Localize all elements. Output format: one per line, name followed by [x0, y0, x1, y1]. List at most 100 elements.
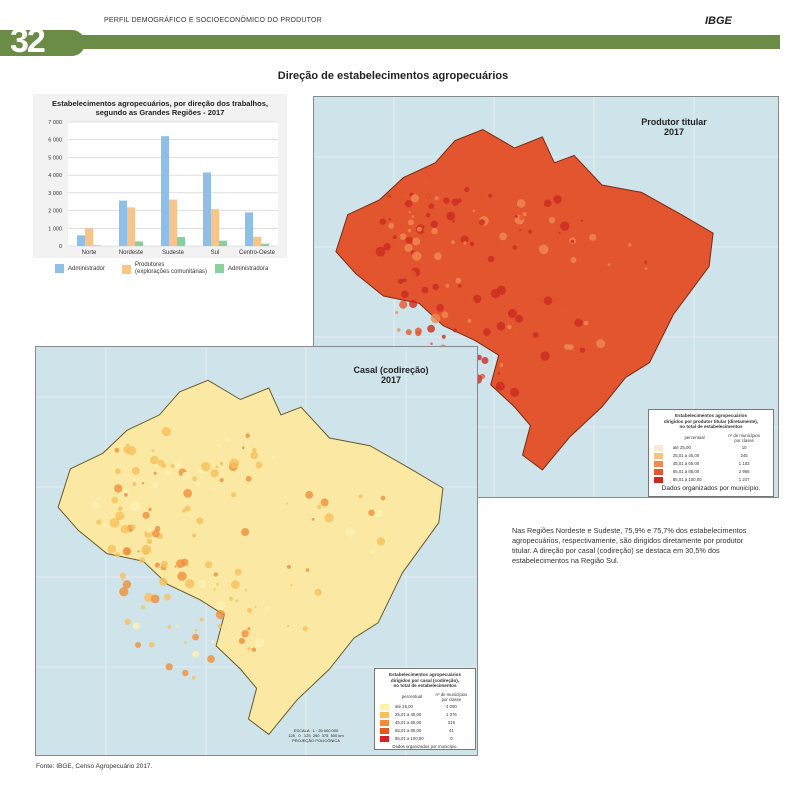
legend-swatch	[654, 460, 663, 467]
municipality-patch	[512, 245, 518, 250]
municipality-patch	[425, 212, 431, 218]
municipality-patch	[408, 270, 417, 279]
y-tick-label: 6 000	[48, 138, 62, 144]
municipality-patch	[235, 599, 239, 603]
bar-centro-oeste-2	[261, 243, 269, 246]
municipality-patch	[434, 196, 439, 201]
class-label: 65,01 a 85,00	[672, 469, 700, 474]
legend-class: até 25,00 4 000	[378, 703, 472, 711]
municipality-patch	[220, 472, 224, 476]
municipality-patch	[170, 463, 175, 468]
municipality-patch	[395, 311, 399, 314]
municipality-patch	[543, 296, 553, 306]
municipality-patch	[157, 459, 165, 467]
municipality-patch	[166, 470, 170, 475]
class-count: 2 966	[738, 469, 750, 474]
municipality-patch	[122, 580, 132, 589]
municipality-patch	[499, 363, 504, 367]
municipality-patch	[165, 663, 173, 671]
municipality-patch	[229, 596, 234, 601]
municipality-patch	[182, 669, 189, 677]
municipality-patch	[516, 199, 526, 208]
municipality-patch	[644, 260, 648, 264]
municipality-patch	[111, 496, 119, 504]
municipality-patch	[196, 517, 204, 525]
municipality-patch	[229, 458, 240, 469]
municipality-patch	[512, 329, 520, 337]
y-tick-label: 5 000	[48, 155, 62, 161]
municipality-patch	[452, 220, 455, 223]
municipality-patch	[201, 461, 211, 472]
municipality-patch	[148, 507, 152, 512]
municipality-patch	[463, 241, 467, 245]
municipality-patch	[441, 334, 446, 339]
municipality-patch	[231, 580, 240, 589]
municipality-patch	[247, 627, 251, 631]
map-title: Casal (codireção) 2017	[353, 365, 429, 385]
municipality-patch	[228, 626, 231, 630]
municipality-patch	[401, 290, 409, 299]
municipality-patch	[446, 211, 456, 221]
municipality-patch	[213, 572, 218, 577]
municipality-patch	[177, 571, 187, 581]
x-tick-label: Nordeste	[119, 250, 144, 256]
municipality-patch	[167, 625, 172, 629]
municipality-patch	[441, 311, 449, 319]
municipality-patch	[234, 568, 242, 576]
municipality-patch	[146, 538, 153, 545]
brazil-shape	[57, 379, 444, 736]
municipality-patch	[507, 220, 510, 224]
bar-sudeste-1	[169, 199, 177, 246]
municipality-patch	[123, 492, 128, 497]
bar-centro-oeste-1	[253, 236, 261, 246]
municipality-patch	[399, 233, 407, 241]
municipality-patch	[141, 605, 146, 610]
bar-centro-oeste-0	[245, 212, 253, 246]
municipality-patch	[130, 501, 140, 512]
municipality-patch	[92, 502, 100, 509]
municipality-patch	[556, 343, 561, 348]
municipality-patch	[570, 239, 575, 244]
municipality-patch	[192, 533, 197, 538]
municipality-patch	[445, 284, 450, 288]
municipality-patch	[205, 561, 213, 569]
municipality-patch	[412, 237, 421, 246]
legend-item-administrador: Administrador	[55, 264, 105, 273]
municipality-patch	[245, 433, 250, 438]
municipality-patch	[553, 195, 562, 204]
municipality-patch	[460, 235, 469, 244]
legend-label: Administrador	[68, 265, 106, 272]
municipality-patch	[469, 241, 475, 247]
municipality-patch	[254, 605, 257, 608]
municipality-patch	[467, 297, 474, 304]
class-count: 4 000	[446, 704, 457, 709]
class-label: até 25,00	[395, 704, 413, 709]
municipality-patch	[96, 519, 102, 525]
municipality-patch	[139, 557, 146, 564]
municipality-patch	[388, 222, 395, 229]
municipality-patch	[217, 624, 222, 629]
municipality-patch	[153, 471, 157, 475]
municipality-patch	[532, 332, 539, 338]
municipality-patch	[451, 240, 455, 245]
municipality-patch	[160, 560, 168, 568]
municipality-patch	[574, 318, 583, 327]
municipality-patch	[114, 484, 123, 493]
municipality-patch	[219, 478, 224, 483]
municipality-patch	[558, 231, 561, 234]
legend-swatch	[380, 711, 389, 718]
municipality-patch	[192, 650, 200, 658]
bar-nordeste-1	[127, 207, 135, 246]
legend-swatch	[122, 264, 131, 274]
municipality-patch	[422, 191, 431, 200]
municipality-patch	[317, 504, 322, 510]
municipality-patch	[120, 524, 130, 534]
municipality-patch	[407, 228, 412, 233]
municipality-patch	[464, 186, 470, 193]
municipality-patch	[558, 236, 565, 242]
municipality-patch	[559, 306, 568, 315]
municipality-patch	[384, 196, 392, 204]
municipality-patch	[159, 577, 168, 586]
municipality-patch	[146, 528, 152, 534]
municipality-patch	[345, 527, 355, 537]
